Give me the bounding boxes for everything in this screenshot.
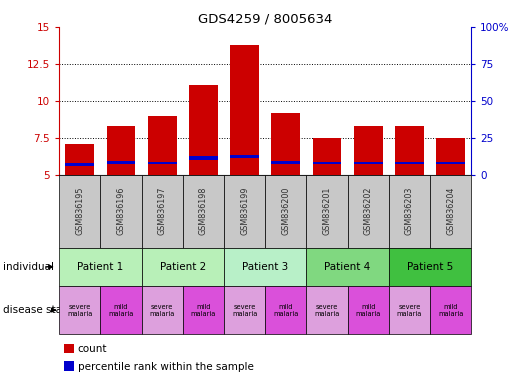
Title: GDS4259 / 8005634: GDS4259 / 8005634 [198, 13, 332, 26]
Text: Patient 3: Patient 3 [242, 262, 288, 272]
Text: Patient 2: Patient 2 [160, 262, 206, 272]
Text: GSM836195: GSM836195 [75, 187, 84, 235]
Bar [65, 163, 94, 166]
Bar [313, 162, 341, 164]
Bar [230, 155, 259, 159]
Text: GSM836202: GSM836202 [364, 187, 373, 235]
Text: severe
malaria: severe malaria [149, 304, 175, 316]
Text: GSM836204: GSM836204 [446, 187, 455, 235]
Text: mild
malaria: mild malaria [273, 304, 299, 316]
Bar [65, 144, 94, 175]
Text: severe
malaria: severe malaria [232, 304, 258, 316]
Bar [436, 162, 465, 164]
Bar [436, 138, 465, 175]
Bar [230, 45, 259, 175]
Bar [313, 138, 341, 175]
Text: Patient 1: Patient 1 [77, 262, 124, 272]
Bar [189, 84, 218, 175]
Text: severe
malaria: severe malaria [397, 304, 422, 316]
Text: severe
malaria: severe malaria [67, 304, 93, 316]
Bar [395, 126, 424, 175]
Bar [148, 162, 177, 164]
Text: GSM836197: GSM836197 [158, 187, 167, 235]
Text: GSM836198: GSM836198 [199, 187, 208, 235]
Text: individual: individual [3, 262, 54, 272]
Text: GSM836203: GSM836203 [405, 187, 414, 235]
Text: Patient 5: Patient 5 [407, 262, 453, 272]
Text: GSM836200: GSM836200 [281, 187, 290, 235]
Text: Patient 4: Patient 4 [324, 262, 371, 272]
Bar [354, 162, 383, 164]
Text: disease state: disease state [3, 305, 72, 315]
Bar [148, 116, 177, 175]
Text: percentile rank within the sample: percentile rank within the sample [78, 362, 254, 372]
Text: mild
malaria: mild malaria [191, 304, 216, 316]
Text: severe
malaria: severe malaria [314, 304, 340, 316]
Text: count: count [78, 344, 107, 354]
Bar [189, 156, 218, 160]
Bar [271, 113, 300, 175]
Bar [271, 161, 300, 164]
Text: GSM836196: GSM836196 [116, 187, 126, 235]
Bar [354, 126, 383, 175]
Text: GSM836201: GSM836201 [322, 187, 332, 235]
Text: mild
malaria: mild malaria [438, 304, 464, 316]
Text: mild
malaria: mild malaria [355, 304, 381, 316]
Text: GSM836199: GSM836199 [240, 187, 249, 235]
Bar [395, 162, 424, 164]
Bar [107, 161, 135, 164]
Text: mild
malaria: mild malaria [108, 304, 134, 316]
Bar [107, 126, 135, 175]
